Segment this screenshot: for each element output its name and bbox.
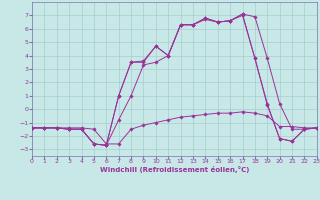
X-axis label: Windchill (Refroidissement éolien,°C): Windchill (Refroidissement éolien,°C): [100, 166, 249, 173]
